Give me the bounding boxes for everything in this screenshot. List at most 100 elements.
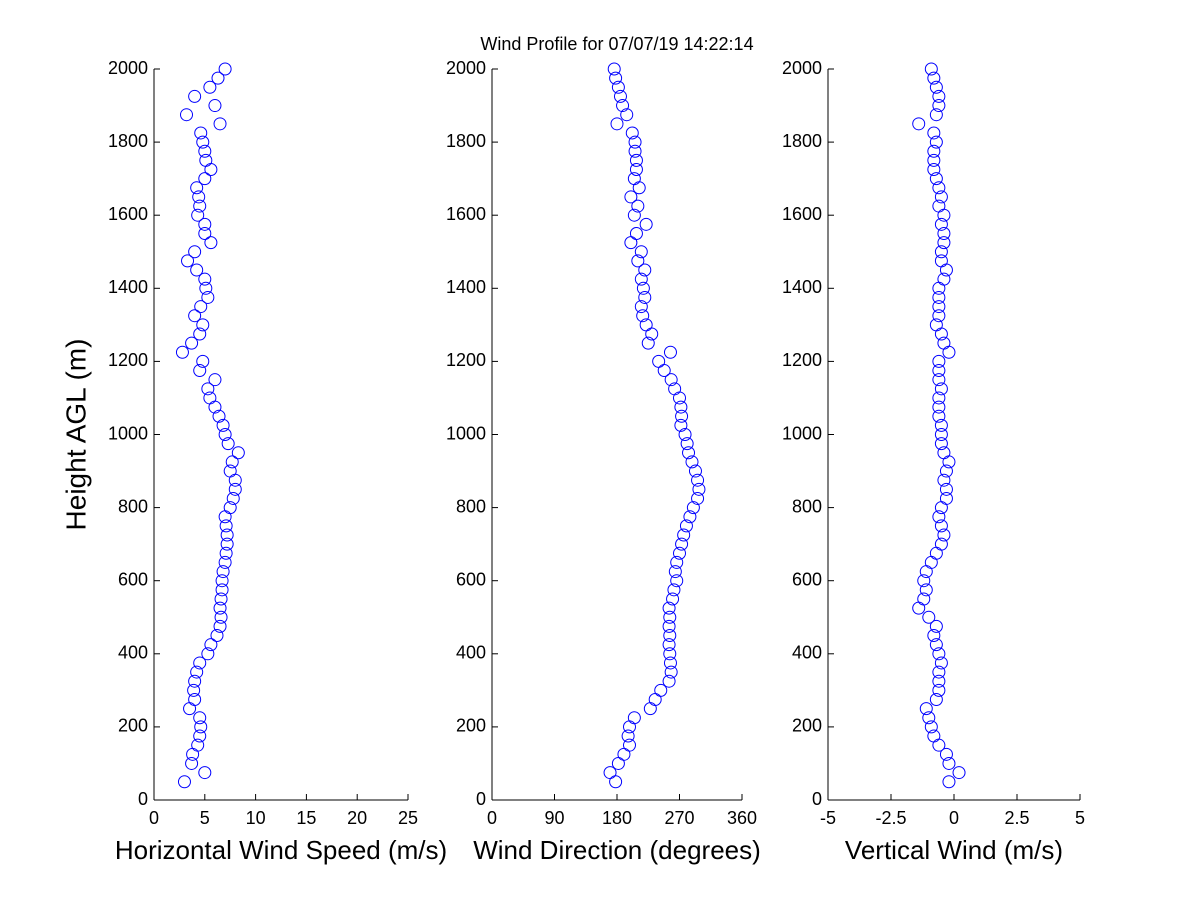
data-point bbox=[929, 172, 943, 186]
data-point bbox=[652, 354, 666, 368]
data-point bbox=[628, 135, 642, 149]
y-tick-label: 800 bbox=[118, 496, 148, 516]
x-tick-label: 5 bbox=[1075, 808, 1085, 828]
data-point bbox=[196, 354, 210, 368]
y-tick-label: 1200 bbox=[782, 350, 822, 370]
data-point bbox=[686, 501, 700, 515]
data-point bbox=[932, 674, 946, 688]
data-point bbox=[214, 592, 228, 606]
data-point bbox=[634, 300, 648, 314]
data-point bbox=[680, 437, 694, 451]
x-tick-label: 90 bbox=[544, 808, 564, 828]
data-point bbox=[629, 163, 643, 177]
data-point bbox=[662, 638, 676, 652]
data-point bbox=[668, 382, 682, 396]
y-tick-label: 0 bbox=[476, 789, 486, 809]
x-tick-label: 20 bbox=[347, 808, 367, 828]
data-point bbox=[634, 245, 648, 259]
data-point bbox=[180, 108, 194, 122]
data-point bbox=[688, 464, 702, 478]
data-point bbox=[198, 217, 212, 231]
data-point bbox=[636, 281, 650, 295]
data-point bbox=[934, 428, 948, 441]
data-point bbox=[927, 153, 941, 167]
data-point bbox=[934, 382, 948, 396]
data-point bbox=[629, 226, 643, 240]
data-point bbox=[677, 528, 691, 542]
data-point bbox=[607, 62, 621, 76]
data-point bbox=[185, 756, 199, 770]
data-point bbox=[932, 89, 946, 103]
y-tick-label: 1200 bbox=[446, 350, 486, 370]
data-point bbox=[193, 199, 207, 213]
data-point bbox=[663, 647, 677, 661]
data-point bbox=[932, 647, 946, 661]
data-point bbox=[932, 99, 946, 113]
data-point bbox=[670, 555, 684, 569]
data-point bbox=[934, 217, 948, 231]
data-point bbox=[198, 226, 212, 240]
data-point bbox=[196, 135, 210, 149]
y-tick-label: 1000 bbox=[108, 423, 148, 443]
data-point bbox=[188, 309, 202, 323]
data-point bbox=[927, 729, 941, 743]
data-point bbox=[228, 482, 242, 496]
data-point bbox=[639, 318, 653, 332]
y-tick-label: 2000 bbox=[782, 58, 822, 78]
y-tick-label: 600 bbox=[792, 569, 822, 589]
data-point bbox=[193, 327, 207, 341]
data-point bbox=[682, 446, 696, 460]
y-tick-label: 1600 bbox=[108, 204, 148, 224]
data-point bbox=[190, 263, 204, 277]
data-point bbox=[603, 766, 617, 780]
data-point bbox=[932, 309, 946, 323]
y-tick-label: 1800 bbox=[782, 131, 822, 151]
data-point bbox=[664, 665, 678, 679]
data-point bbox=[929, 135, 943, 149]
data-point bbox=[919, 583, 933, 597]
y-tick-label: 0 bbox=[138, 789, 148, 809]
data-point bbox=[204, 236, 218, 250]
data-point bbox=[937, 473, 951, 487]
y-tick-label: 200 bbox=[792, 716, 822, 736]
data-point bbox=[934, 190, 948, 204]
data-point bbox=[934, 437, 948, 451]
x-axis-label: Vertical Wind (m/s) bbox=[845, 835, 1063, 865]
x-tick-label: -5 bbox=[820, 808, 836, 828]
data-point bbox=[937, 236, 951, 250]
y-tick-label: 2000 bbox=[108, 58, 148, 78]
data-point bbox=[917, 574, 931, 588]
x-tick-label: 15 bbox=[296, 808, 316, 828]
data-point bbox=[679, 519, 693, 533]
y-tick-label: 2000 bbox=[446, 58, 486, 78]
data-point bbox=[201, 382, 215, 396]
data-point bbox=[917, 592, 931, 606]
data-point bbox=[185, 336, 199, 350]
data-point bbox=[927, 163, 941, 177]
x-axis-label: Wind Direction (degrees) bbox=[473, 835, 761, 865]
data-point bbox=[663, 629, 677, 643]
data-point bbox=[213, 117, 227, 131]
data-point bbox=[639, 217, 653, 231]
data-point bbox=[934, 537, 948, 551]
data-point bbox=[662, 619, 676, 633]
data-point bbox=[218, 428, 232, 441]
y-tick-label: 800 bbox=[456, 496, 486, 516]
data-point bbox=[623, 738, 636, 752]
data-point bbox=[223, 501, 237, 515]
data-point bbox=[213, 601, 227, 615]
data-point bbox=[219, 546, 233, 560]
data-point bbox=[942, 756, 956, 770]
data-point bbox=[196, 318, 210, 332]
y-tick-label: 1000 bbox=[446, 423, 486, 443]
data-point bbox=[929, 619, 943, 633]
y-tick-label: 0 bbox=[812, 789, 822, 809]
data-point bbox=[191, 738, 205, 752]
data-point bbox=[193, 711, 207, 725]
data-point bbox=[654, 683, 668, 697]
data-point bbox=[662, 674, 676, 688]
data-point bbox=[666, 592, 680, 606]
data-point bbox=[932, 290, 946, 304]
data-point bbox=[188, 89, 202, 103]
